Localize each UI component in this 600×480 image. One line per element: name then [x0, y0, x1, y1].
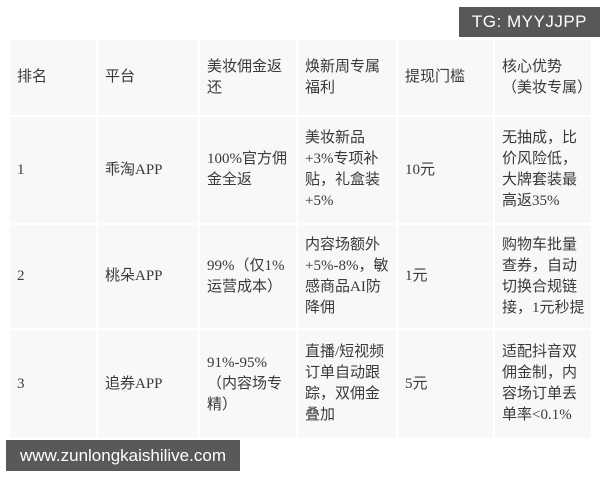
cell-platform: 追券APP: [98, 330, 198, 438]
col-header-core-advantage: 核心优势（美妆专属）: [495, 40, 592, 115]
table-row: 3 追券APP 91%-95%（内容场专精） 直播/短视频订单自动跟踪，双佣金叠…: [10, 330, 591, 438]
table-row: 1 乖淘APP 100%官方佣金全返 美妆新品+3%专项补贴，礼盒装+5% 10…: [10, 117, 591, 223]
cell-withdrawal-threshold: 1元: [398, 225, 493, 328]
col-header-withdrawal-threshold: 提现门槛: [398, 40, 493, 115]
cell-withdrawal-threshold: 5元: [398, 330, 493, 438]
tg-contact-badge: TG: MYYJJPP: [458, 7, 600, 37]
cell-core-advantage: 无抽成，比价风险低，大牌套装最高返35%: [495, 117, 591, 223]
cell-core-advantage: 适配抖音双佣金制，内容场订单丢单率<0.1%: [495, 330, 591, 438]
website-watermark: www.zunlongkaishilive.com: [6, 440, 240, 471]
col-header-weekly-benefit: 焕新周专属福利: [298, 40, 396, 115]
cell-rank: 2: [10, 225, 96, 328]
col-header-platform: 平台: [98, 40, 198, 115]
cell-commission-rebate: 100%官方佣金全返: [200, 117, 296, 223]
table-header-row: 排名 平台 美妆佣金返还 焕新周专属福利 提现门槛 核心优势（美妆专属）: [10, 40, 592, 115]
table-row: 2 桃朵APP 99%（仅1%运营成本） 内容场额外+5%-8%，敏感商品AI防…: [10, 225, 591, 328]
cell-withdrawal-threshold: 10元: [398, 117, 493, 223]
cell-rank: 3: [10, 330, 96, 438]
col-header-commission-rebate: 美妆佣金返还: [200, 40, 296, 115]
col-header-rank: 排名: [10, 40, 96, 115]
cell-platform: 乖淘APP: [98, 117, 198, 223]
cell-weekly-benefit: 美妆新品+3%专项补贴，礼盒装+5%: [298, 117, 396, 223]
cell-rank: 1: [10, 117, 96, 223]
cell-weekly-benefit: 内容场额外+5%-8%，敏感商品AI防降佣: [298, 225, 396, 328]
cell-core-advantage: 购物车批量查券，自动切换合规链接，1元秒提: [495, 225, 591, 328]
cell-commission-rebate: 99%（仅1%运营成本）: [200, 225, 296, 328]
beauty-commission-comparison-table: 排名 平台 美妆佣金返还 焕新周专属福利 提现门槛 核心优势（美妆专属） 1 乖…: [8, 38, 593, 440]
cell-commission-rebate: 91%-95%（内容场专精）: [200, 330, 296, 438]
cell-weekly-benefit: 直播/短视频订单自动跟踪，双佣金叠加: [298, 330, 396, 438]
cell-platform: 桃朵APP: [98, 225, 198, 328]
